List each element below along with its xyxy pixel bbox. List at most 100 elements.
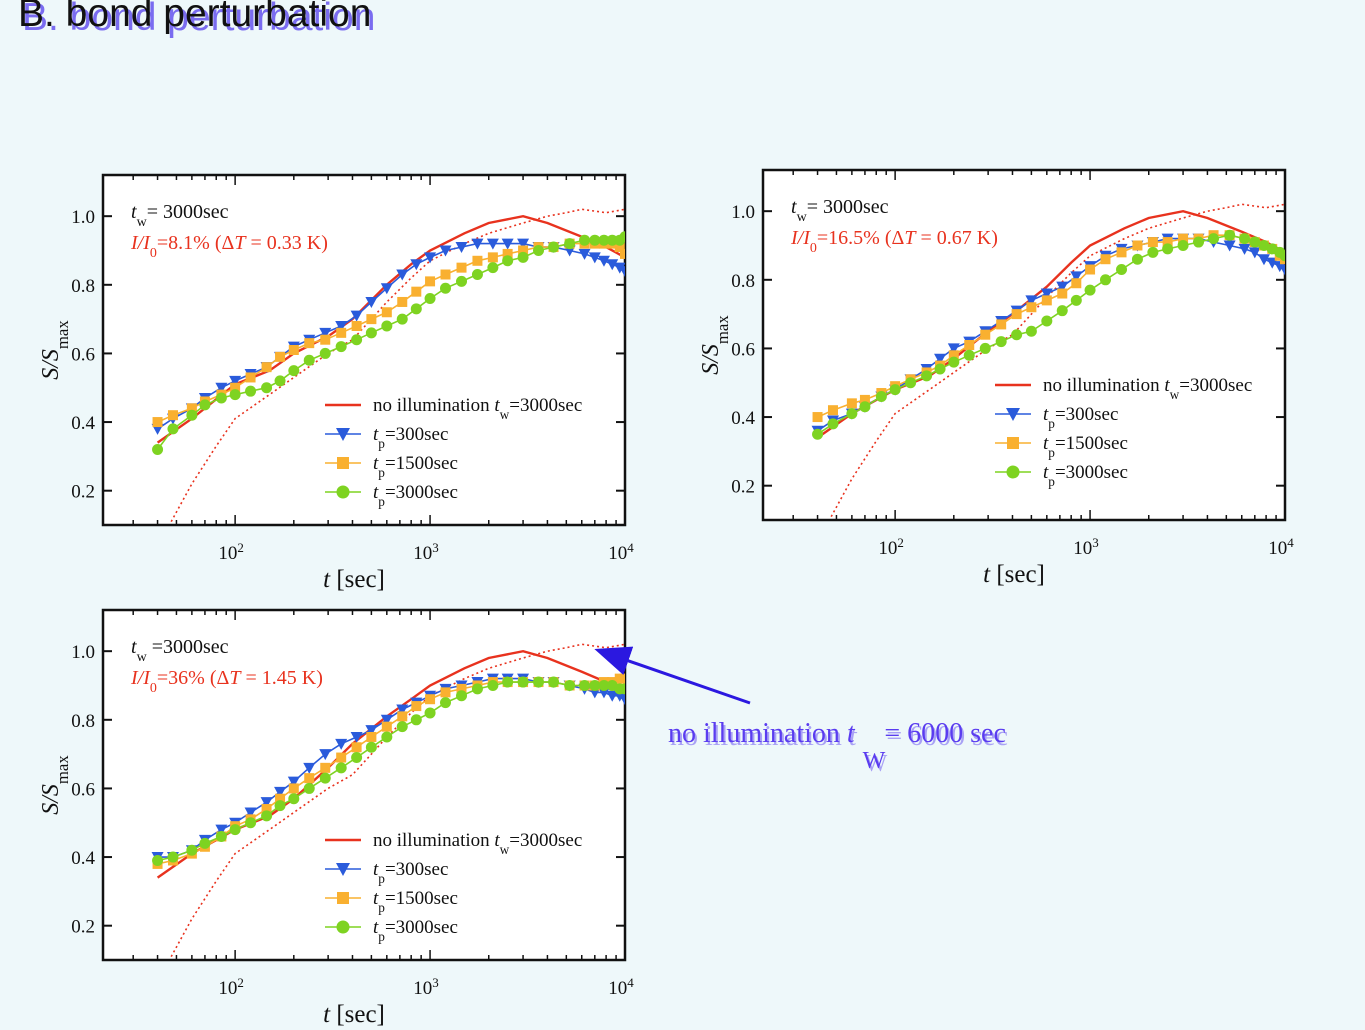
slide-title: B. bond perturbation (18, 0, 372, 35)
y-tick-label: 0.4 (71, 848, 95, 869)
data-point-square (152, 417, 163, 428)
legend-marker-triangle (1006, 408, 1020, 421)
legend-label: tp=1500sec (373, 888, 458, 915)
no-illumination-line (156, 214, 625, 444)
data-point-circle (533, 676, 545, 688)
plot-area (761, 168, 1287, 522)
annotation-text-before: no illumination (668, 718, 847, 749)
data-point-circle (365, 741, 377, 753)
data-point-triangle (439, 245, 452, 257)
no-illumination-line (816, 209, 1285, 439)
data-point-square (812, 412, 823, 423)
data-point-square (351, 742, 362, 753)
data-point-square (411, 701, 422, 712)
y-tick-label: 0.2 (71, 482, 95, 503)
info-intensity: I/I0=16.5% (ΔT = 0.67 K) (790, 227, 998, 256)
data-point-circle (424, 293, 436, 305)
data-point-square (620, 248, 625, 259)
data-point-square (275, 793, 286, 804)
data-point-circle (812, 428, 824, 440)
data-point-triangle (947, 343, 960, 355)
data-point-square (397, 711, 408, 722)
x-tick-label: 103 (413, 975, 439, 1000)
series-line-triangle-down (157, 242, 625, 430)
data-point-circle (199, 399, 211, 411)
data-point-circle (229, 389, 241, 401)
data-point-triangle (350, 731, 363, 743)
x-tick-label: 102 (218, 540, 244, 565)
data-point-circle (215, 830, 227, 842)
plot-area (101, 608, 627, 962)
data-point-triangle (274, 786, 287, 798)
data-point-triangle (380, 283, 393, 295)
data-point-circle (1056, 305, 1068, 317)
data-point-circle (1162, 243, 1174, 255)
data-point-triangle (396, 704, 409, 716)
data-point-circle (589, 234, 601, 246)
data-point-triangle (1279, 264, 1285, 276)
data-point-triangle (501, 238, 514, 250)
data-point-square (980, 329, 991, 340)
annotation-label: no illumination tW = 6000 sec (668, 718, 1006, 774)
data-point-circle (1131, 253, 1143, 265)
data-point-square (320, 762, 331, 773)
y-tick-label: 0.4 (71, 413, 95, 434)
data-point-square (288, 783, 299, 794)
legend-label: tp=3000sec (1043, 462, 1128, 489)
annotation-subscript: W (862, 748, 886, 774)
series-line-square (157, 242, 625, 423)
data-point-square (425, 276, 436, 287)
legend-label: no illumination tw=3000sec (373, 395, 582, 422)
data-point-circle (1177, 239, 1189, 251)
legend-label: no illumination tw=3000sec (373, 830, 582, 857)
data-point-circle (245, 385, 257, 397)
data-point-circle (589, 679, 601, 691)
data-point-square (304, 773, 315, 784)
data-point-triangle (517, 238, 530, 250)
data-point-triangle (1056, 281, 1069, 293)
data-point-circle (487, 679, 499, 691)
data-point-circle (410, 714, 422, 726)
chart-panel-2: 0.2 0.4 0.6 0.8 1.0 102 103 104 t [sec] S/Smax tw=… (698, 168, 1294, 588)
data-point-circle (456, 690, 468, 702)
data-point-square (1132, 240, 1143, 251)
data-point-circle (875, 390, 887, 402)
x-tick-label: 103 (413, 540, 439, 565)
legend-marker-circle (1006, 465, 1020, 479)
data-point-circle (1011, 329, 1023, 341)
data-point-triangle (244, 807, 257, 819)
legend-marker-square (337, 457, 349, 469)
data-point-square (1011, 309, 1022, 320)
data-point-square (859, 394, 870, 405)
data-point-square (456, 262, 467, 273)
data-point-square (186, 403, 197, 414)
data-point-circle (502, 255, 514, 267)
data-point-square (620, 673, 625, 684)
data-point-circle (274, 375, 286, 387)
no-illumination-6000-line (170, 208, 625, 522)
y-axis-label: S/Smax (38, 320, 72, 380)
data-point-square (1178, 233, 1189, 244)
legend-marker-square (337, 892, 349, 904)
data-point-square (230, 382, 241, 393)
y-tick-label: 0.8 (71, 711, 95, 732)
data-point-circle (439, 697, 451, 709)
data-point-circle (517, 676, 529, 688)
data-point-circle (979, 342, 991, 354)
data-point-circle (186, 844, 198, 856)
data-point-square (1162, 237, 1173, 248)
data-point-circle (1208, 233, 1220, 245)
data-point-triangle (613, 262, 625, 274)
data-point-circle (351, 334, 363, 346)
data-point-square (964, 340, 975, 350)
data-point-square (948, 350, 959, 361)
data-point-triangle (350, 310, 363, 322)
y-axis-label: S/Smax (38, 755, 72, 815)
data-point-square (336, 752, 347, 763)
data-point-square (1057, 288, 1068, 299)
data-point-square (411, 286, 422, 297)
data-point-circle (619, 231, 625, 243)
x-tick-label: 103 (1073, 535, 1099, 560)
data-point-triangle (934, 353, 947, 365)
y-tick-label: 0.6 (71, 344, 95, 365)
